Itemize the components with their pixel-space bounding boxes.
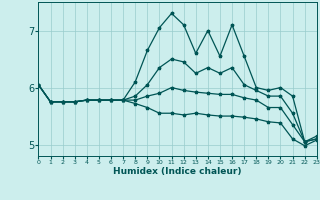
X-axis label: Humidex (Indice chaleur): Humidex (Indice chaleur) (113, 167, 242, 176)
